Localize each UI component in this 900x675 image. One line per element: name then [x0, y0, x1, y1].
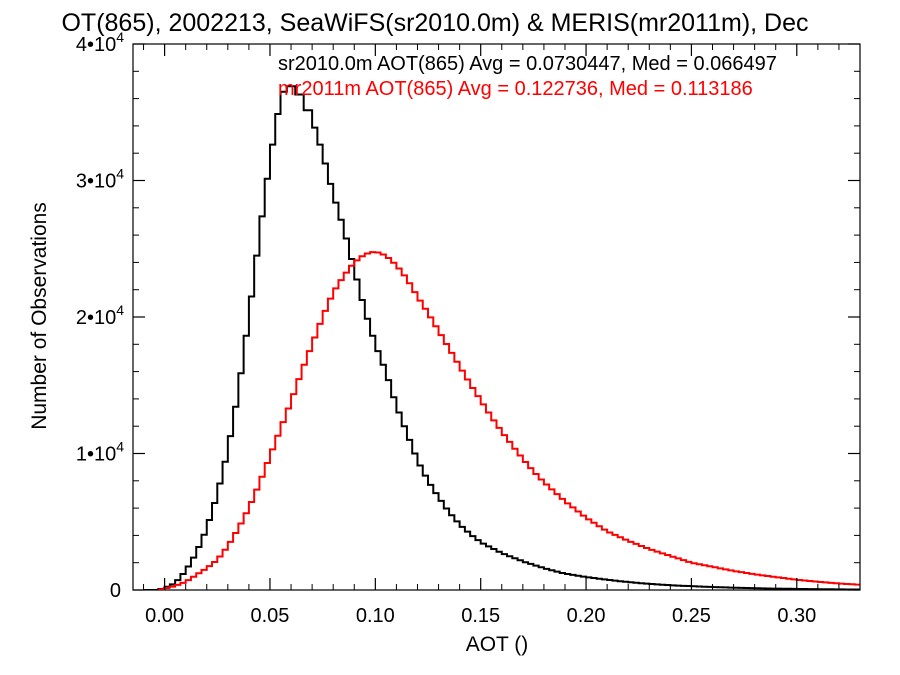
x-tick-label: 0.15 [461, 605, 500, 627]
x-tick-label: 0.05 [251, 605, 290, 627]
legend-entry: mr2011m AOT(865) Avg = 0.122736, Med = 0… [278, 78, 753, 100]
y-axis-label: Number of Observations [28, 202, 51, 430]
y-tick-label: 2•104 [76, 302, 124, 329]
chart-title: OT(865), 2002213, SeaWiFS(sr2010.0m) & M… [61, 9, 808, 37]
x-tick-label: 0.25 [672, 605, 711, 627]
x-tick-label: 0.00 [145, 605, 184, 627]
x-tick-label: 0.30 [777, 605, 816, 627]
series-line [158, 251, 860, 590]
series-line [143, 85, 860, 590]
y-tick-label: 3•104 [76, 166, 124, 193]
plot-frame [132, 43, 861, 591]
x-tick-label: 0.10 [356, 605, 395, 627]
x-axis-label: AOT () [466, 633, 529, 656]
x-tick-label: 0.20 [567, 605, 606, 627]
plot-area: 0.00 0.05 0.10 0.15 0.20 0.25 0.30 0 1•104 2•104 3… [76, 29, 861, 627]
y-tick-label: 4•104 [76, 29, 124, 56]
y-tick-label: 0 [110, 580, 121, 602]
y-tick-label: 1•104 [76, 439, 124, 466]
legend-entry: sr2010.0m AOT(865) Avg = 0.0730447, Med … [278, 53, 777, 75]
